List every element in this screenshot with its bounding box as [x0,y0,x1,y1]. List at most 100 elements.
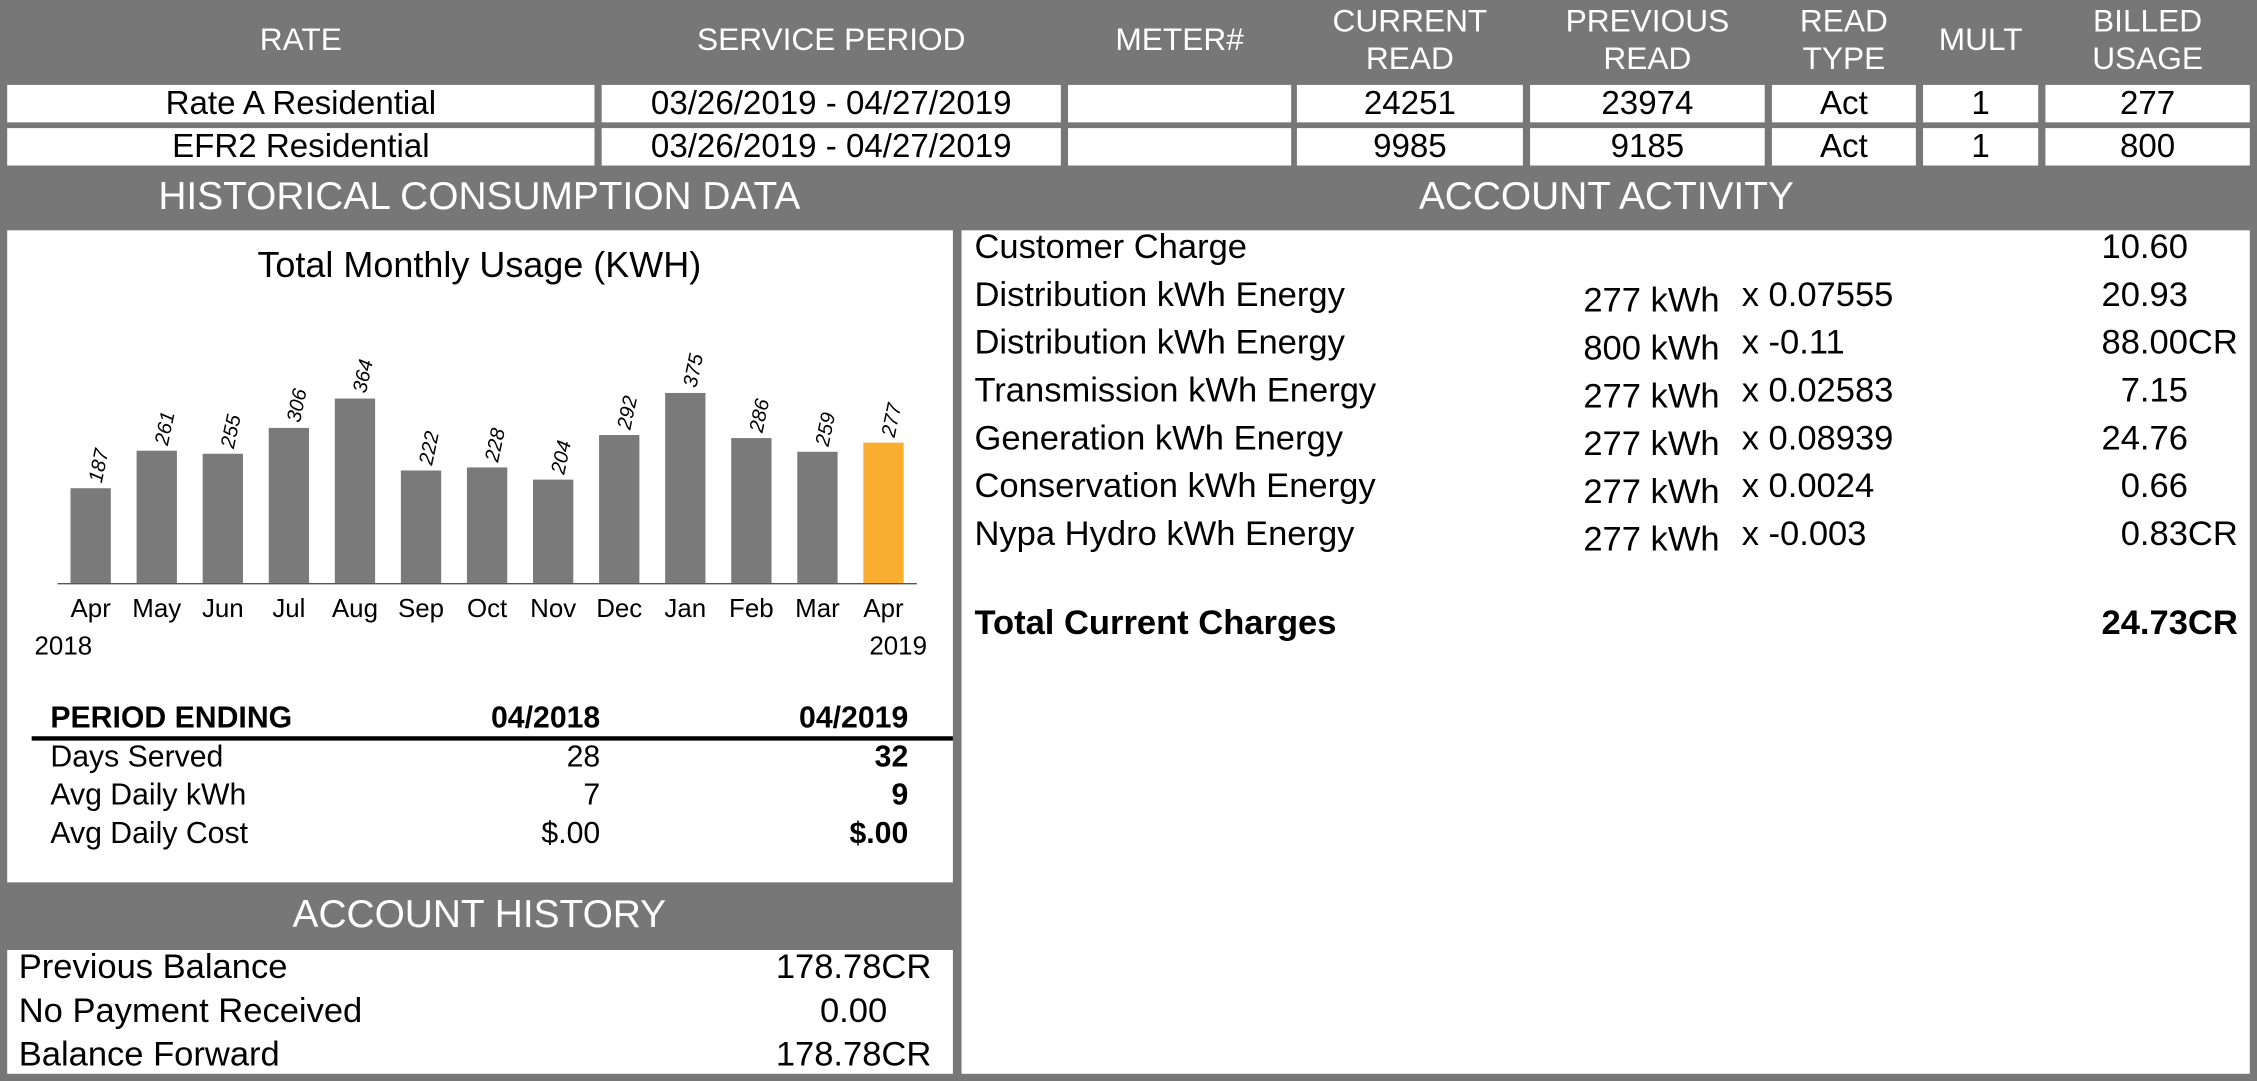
activity-label: Conservation kWh Energy [974,467,1376,505]
history-label: Balance Forward [19,1036,280,1074]
table-cell [601,84,1061,123]
period-cell: 9 [891,779,908,812]
total-amount: 24.73CR [2101,604,2237,642]
table-cell-text: 03/26/2019 - 04/27/2019 [651,85,1012,122]
table-cell-text: 277 [2120,85,2175,122]
activity-label: Customer Charge [974,228,1247,266]
x-tick-label: Apr [863,595,904,623]
table-header: READ [1603,40,1691,76]
x-tick-label: Jun [202,595,244,623]
table-cell-text: EFR2 Residential [172,128,430,165]
activity-amount: 0.83CR [2121,515,2238,553]
activity-rate: x 0.07555 [1742,276,1894,314]
activity-rate: x 0.02583 [1742,372,1894,410]
table-header: MULT [1939,21,2023,57]
period-cell: Avg Daily Cost [50,817,248,850]
x-tick-label: Feb [729,595,774,623]
table-header: SERVICE PERIOD [697,21,966,57]
period-cell: $.00 [849,817,908,850]
table-cell [1530,84,1765,123]
bar [599,435,640,583]
period-cell: $.00 [541,817,600,850]
activity-rate: x 0.08939 [1742,419,1894,457]
activity-usage: 800 kWh [1583,329,1719,367]
activity-amount: 0.66 [2121,467,2188,505]
table-header: READ [1800,2,1888,38]
chart-title: Total Monthly Usage (KWH) [257,244,701,285]
bar [665,392,706,583]
table-cell-text: Act [1820,85,1868,122]
x-tick-label: Dec [596,595,642,623]
table-cell [1771,84,1916,123]
year-label: 2019 [869,633,927,661]
table-cell [1530,128,1765,166]
table-cell-text: Rate A Residential [166,85,436,122]
activity-amount: 24.76 [2101,419,2187,457]
table-header: BILLED [2093,2,2202,38]
table-cell [1923,84,2039,123]
activity-label: Transmission kWh Energy [974,372,1376,410]
activity-rate: x -0.11 [1742,324,1845,362]
bar [863,442,904,583]
period-cell: Avg Daily kWh [50,779,246,812]
history-amount: 178.78CR [776,1036,932,1074]
bar [533,479,574,583]
table-cell [1296,128,1523,166]
table-cell-text: 03/26/2019 - 04/27/2019 [651,128,1012,165]
table-cell [1771,128,1916,166]
activity-label: Distribution kWh Energy [974,324,1345,362]
period-header: 04/2018 [491,702,600,735]
section-title: ACCOUNT ACTIVITY [1419,175,1794,218]
activity-label: Generation kWh Energy [974,419,1343,457]
x-tick-label: Aug [332,595,378,623]
activity-amount: 10.60 [2101,228,2187,266]
x-tick-label: Jan [664,595,706,623]
bar [400,470,442,583]
activity-usage: 277 kWh [1583,282,1719,320]
table-header: CURRENT [1333,2,1488,38]
x-tick-label: Oct [467,595,507,623]
history-amount: 178.78CR [776,948,932,986]
activity-amount: 20.93 [2101,276,2187,314]
activity-usage: 277 kWh [1583,521,1719,559]
table-cell [2045,84,2250,123]
activity-rate: x -0.003 [1742,515,1867,553]
period-header: 04/2019 [799,702,908,735]
bar [268,427,310,583]
section-title: HISTORICAL CONSUMPTION DATA [158,175,800,218]
table-header: READ [1366,40,1454,76]
x-tick-label: May [132,595,181,623]
activity-usage: 277 kWh [1583,473,1719,511]
activity-usage: 277 kWh [1583,425,1719,463]
history-label: No Payment Received [19,992,363,1030]
period-cell: 7 [583,779,600,812]
x-tick-label: Apr [71,595,112,623]
table-header: PREVIOUS [1566,2,1730,38]
table-cell [7,84,595,123]
table-cell [1068,128,1292,166]
table-cell [1923,128,2039,166]
table-cell-text: Act [1820,128,1868,165]
table-cell [601,128,1061,166]
x-tick-label: Mar [795,595,840,623]
x-tick-label: Nov [530,595,576,623]
section-title: ACCOUNT HISTORY [293,893,667,936]
table-header: USAGE [2092,40,2203,76]
table-header: TYPE [1803,40,1886,76]
account-history-panel [7,950,953,1074]
period-cell: 32 [875,741,909,774]
table-cell-text: 800 [2120,128,2175,165]
period-cell: 28 [567,741,601,774]
bar [334,398,376,583]
table-cell [1068,84,1292,123]
table-cell [1296,84,1523,123]
table-cell-text: 9985 [1373,128,1447,165]
table-cell-text: 1 [1971,128,1989,165]
table-header: METER# [1115,21,1244,57]
table-cell [7,128,595,166]
bar [797,451,838,583]
table-header: RATE [260,21,342,57]
bar [731,438,772,583]
